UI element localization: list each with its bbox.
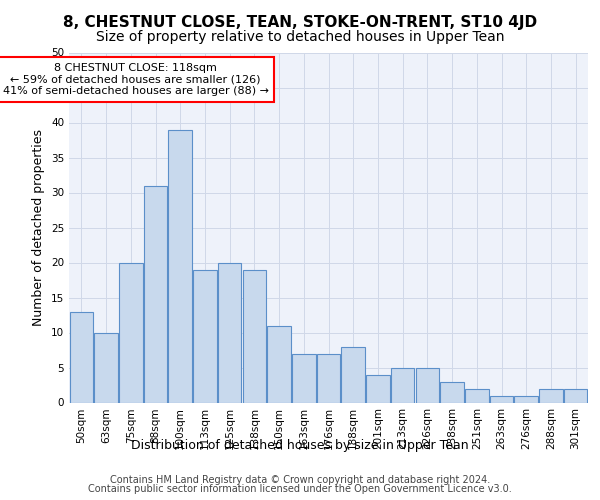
Bar [193,270,217,402]
Bar [490,396,513,402]
Y-axis label: Number of detached properties: Number of detached properties [32,129,46,326]
Text: Contains HM Land Registry data © Crown copyright and database right 2024.: Contains HM Land Registry data © Crown c… [110,475,490,485]
Text: Distribution of detached houses by size in Upper Tean: Distribution of detached houses by size … [131,438,469,452]
Bar [341,346,365,403]
Bar [242,270,266,402]
Bar [440,382,464,402]
Text: 8, CHESTNUT CLOSE, TEAN, STOKE-ON-TRENT, ST10 4JD: 8, CHESTNUT CLOSE, TEAN, STOKE-ON-TRENT,… [63,15,537,30]
Bar [539,388,563,402]
Bar [268,326,291,402]
Bar [70,312,93,402]
Bar [169,130,192,402]
Bar [366,374,389,402]
Bar [94,332,118,402]
Bar [564,388,587,402]
Bar [416,368,439,402]
Bar [292,354,316,403]
Bar [465,388,488,402]
Bar [317,354,340,403]
Text: Size of property relative to detached houses in Upper Tean: Size of property relative to detached ho… [96,30,504,44]
Bar [218,262,241,402]
Text: 8 CHESTNUT CLOSE: 118sqm
← 59% of detached houses are smaller (126)
41% of semi-: 8 CHESTNUT CLOSE: 118sqm ← 59% of detach… [3,63,269,96]
Text: Contains public sector information licensed under the Open Government Licence v3: Contains public sector information licen… [88,484,512,494]
Bar [119,262,143,402]
Bar [144,186,167,402]
Bar [391,368,415,402]
Bar [514,396,538,402]
